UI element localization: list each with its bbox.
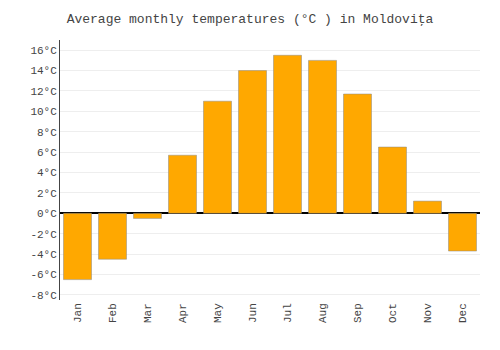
svg-text:Oct: Oct [387, 303, 399, 323]
svg-text:-4°C: -4°C [30, 249, 57, 261]
svg-text:16°C: 16°C [30, 45, 57, 57]
svg-text:8°C: 8°C [37, 127, 57, 139]
svg-text:14°C: 14°C [30, 65, 57, 77]
svg-text:Average monthly temperatures (: Average monthly temperatures (°C ) in Mo… [67, 12, 434, 27]
svg-text:Jan: Jan [72, 303, 84, 323]
svg-text:6°C: 6°C [37, 147, 57, 159]
svg-text:Jul: Jul [282, 303, 294, 323]
svg-text:2°C: 2°C [37, 188, 57, 200]
svg-text:Mar: Mar [142, 303, 154, 323]
svg-text:Nov: Nov [422, 303, 434, 323]
svg-text:Aug: Aug [317, 303, 329, 323]
svg-text:May: May [212, 303, 224, 323]
svg-text:-2°C: -2°C [30, 229, 57, 241]
svg-text:Jun: Jun [247, 303, 259, 323]
svg-text:4°C: 4°C [37, 167, 57, 179]
svg-text:Apr: Apr [177, 303, 189, 323]
svg-text:Dec: Dec [457, 303, 469, 323]
svg-text:Sep: Sep [352, 303, 364, 323]
svg-text:10°C: 10°C [30, 106, 57, 118]
svg-text:-6°C: -6°C [30, 269, 57, 281]
svg-text:0°C: 0°C [37, 208, 57, 220]
svg-text:Feb: Feb [107, 303, 119, 323]
svg-text:-8°C: -8°C [30, 290, 57, 302]
svg-text:12°C: 12°C [30, 86, 57, 98]
